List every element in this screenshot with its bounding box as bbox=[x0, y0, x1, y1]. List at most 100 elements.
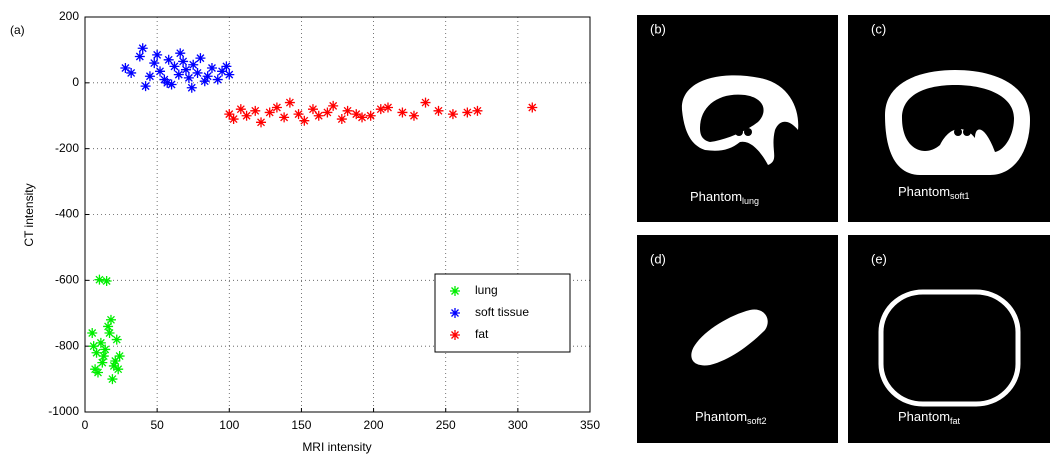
point bbox=[175, 48, 186, 59]
point bbox=[202, 71, 213, 82]
point bbox=[134, 51, 145, 62]
phantom-lung: (b) Phantomlung bbox=[637, 15, 838, 222]
point bbox=[228, 114, 239, 125]
name: Phantom bbox=[695, 409, 747, 424]
point bbox=[313, 110, 324, 121]
point bbox=[195, 53, 206, 64]
name: Phantom bbox=[690, 189, 742, 204]
point bbox=[206, 63, 217, 74]
axes-box bbox=[84, 16, 591, 413]
point bbox=[527, 102, 538, 113]
x-tick-label: 150 bbox=[291, 418, 311, 432]
point bbox=[408, 110, 419, 121]
point bbox=[383, 102, 393, 113]
point bbox=[183, 72, 194, 83]
point bbox=[91, 347, 102, 358]
x-tick-label: 200 bbox=[364, 418, 384, 432]
legend-marker bbox=[450, 308, 460, 318]
point bbox=[186, 82, 197, 93]
point bbox=[217, 66, 228, 77]
point bbox=[271, 102, 282, 113]
x-tick-label: 100 bbox=[219, 418, 239, 432]
point bbox=[336, 114, 347, 125]
point bbox=[284, 97, 295, 108]
phantom-fat: (e) Phantomfat bbox=[848, 235, 1050, 443]
point bbox=[235, 104, 246, 115]
subscript: fat bbox=[950, 416, 961, 426]
point bbox=[162, 77, 173, 88]
phantom-name: Phantomsoft1 bbox=[898, 184, 970, 201]
point bbox=[328, 100, 339, 111]
point bbox=[221, 61, 232, 72]
point bbox=[279, 112, 290, 123]
point bbox=[88, 341, 99, 352]
panel-label: (a) bbox=[10, 23, 25, 37]
y-tick-label: -800 bbox=[55, 338, 79, 352]
point bbox=[163, 54, 174, 65]
point bbox=[199, 76, 210, 87]
point bbox=[114, 351, 125, 362]
subscript: soft1 bbox=[950, 191, 970, 201]
panel-label: (b) bbox=[650, 21, 666, 36]
point bbox=[342, 105, 353, 116]
y-tick-label: -200 bbox=[55, 141, 79, 155]
point bbox=[224, 69, 235, 80]
point bbox=[351, 109, 362, 120]
point bbox=[110, 355, 121, 366]
point bbox=[137, 43, 148, 54]
point bbox=[108, 360, 119, 371]
point bbox=[97, 357, 108, 368]
point bbox=[365, 110, 376, 121]
point bbox=[433, 105, 444, 116]
point bbox=[173, 69, 184, 80]
y-tick-label: 200 bbox=[59, 9, 79, 23]
x-tick-label: 0 bbox=[82, 418, 89, 432]
point bbox=[188, 59, 199, 70]
legend-label: soft tissue bbox=[475, 305, 529, 319]
phantom-name: Phantomsoft2 bbox=[695, 409, 767, 426]
point bbox=[472, 105, 483, 116]
x-tick-label: 350 bbox=[580, 418, 600, 432]
legend: lung soft tissue fat bbox=[434, 273, 571, 353]
name: Phantom bbox=[898, 184, 950, 199]
point bbox=[192, 67, 203, 78]
point bbox=[322, 107, 333, 118]
point bbox=[293, 109, 304, 120]
x-tick-label: 300 bbox=[508, 418, 528, 432]
point bbox=[87, 328, 98, 338]
point bbox=[166, 79, 177, 90]
panel-label: (e) bbox=[871, 251, 887, 266]
legend-label: lung bbox=[475, 283, 498, 297]
name: Phantom bbox=[898, 409, 950, 424]
point bbox=[100, 344, 111, 355]
subscript: lung bbox=[742, 196, 759, 206]
point bbox=[101, 275, 112, 286]
point bbox=[375, 104, 386, 115]
y-axis-label: CT intensity bbox=[22, 183, 36, 246]
point bbox=[98, 351, 109, 362]
phantom-soft1: (c) Phantomsoft1 bbox=[848, 15, 1050, 222]
panel-label: (d) bbox=[650, 251, 666, 266]
point bbox=[90, 364, 101, 375]
point bbox=[178, 56, 189, 67]
legend-marker bbox=[450, 286, 460, 296]
phantom-name: Phantomfat bbox=[898, 409, 961, 426]
point bbox=[107, 374, 118, 385]
point bbox=[149, 58, 160, 69]
x-axis-label: MRI intensity bbox=[302, 440, 371, 454]
point bbox=[155, 66, 166, 77]
x-tick-label: 50 bbox=[150, 418, 164, 432]
point bbox=[224, 109, 235, 120]
point bbox=[250, 105, 261, 116]
point bbox=[152, 49, 163, 60]
point bbox=[447, 109, 458, 120]
phantom-name: Phantomlung bbox=[690, 189, 759, 206]
point bbox=[307, 104, 318, 115]
point bbox=[264, 107, 275, 118]
point bbox=[113, 364, 124, 375]
legend-marker bbox=[450, 330, 460, 340]
point bbox=[256, 117, 267, 128]
point bbox=[126, 67, 137, 78]
point bbox=[94, 274, 105, 285]
point bbox=[357, 112, 368, 123]
